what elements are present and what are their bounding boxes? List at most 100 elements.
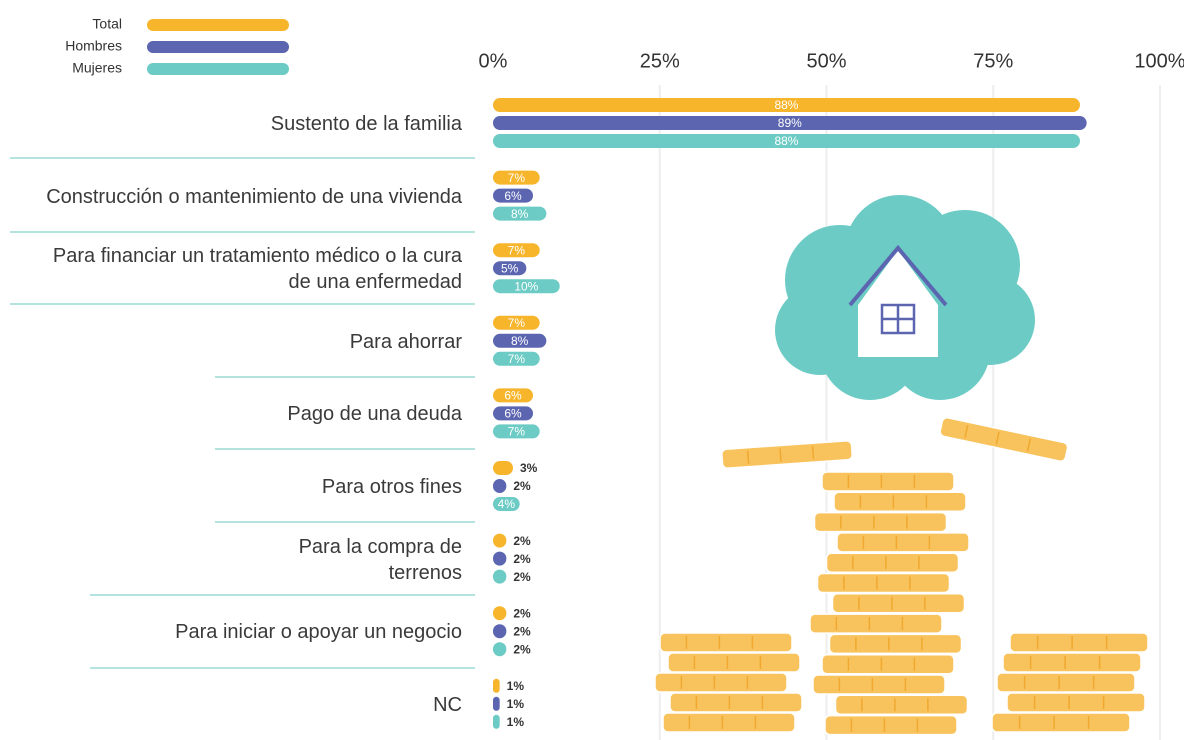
- category-label: Para la compra de terrenos: [298, 535, 462, 584]
- bar: [493, 569, 507, 584]
- coin-body: [813, 511, 948, 533]
- bar: [493, 116, 1087, 130]
- coin-body: [721, 440, 853, 469]
- value-label: 7%: [508, 243, 526, 257]
- coin: [825, 552, 960, 573]
- coin: [1002, 652, 1142, 673]
- value-label: 1%: [507, 715, 525, 729]
- category-label: Para financiar un tratamiento médico o l…: [52, 245, 462, 294]
- coin: [1009, 632, 1149, 653]
- value-label: 3%: [520, 461, 538, 475]
- coin-line: [746, 450, 750, 464]
- coin: [816, 572, 951, 594]
- value-label: 2%: [513, 479, 531, 493]
- coin: [833, 491, 967, 513]
- bar: [493, 351, 540, 366]
- value-label: 2%: [513, 642, 531, 656]
- bar: [493, 606, 507, 621]
- bar: [493, 406, 534, 421]
- category-label: NC: [433, 693, 462, 716]
- coin-body: [828, 633, 963, 655]
- coin-line: [964, 424, 969, 439]
- value-label: 2%: [513, 606, 531, 620]
- coin: [831, 593, 966, 614]
- value-label: 7%: [508, 425, 526, 439]
- coin: [836, 532, 970, 553]
- coin-body: [821, 471, 955, 492]
- coin: [667, 652, 801, 673]
- x-tick-label: 50%: [806, 50, 846, 72]
- coin: [834, 694, 969, 716]
- bar: [493, 315, 540, 330]
- bar: [493, 388, 534, 403]
- coin-body: [667, 652, 801, 673]
- illustration: [654, 195, 1149, 736]
- value-label: 8%: [511, 334, 529, 348]
- coin-body: [1006, 692, 1146, 713]
- bar: [493, 479, 507, 493]
- coin-body: [831, 593, 966, 614]
- value-label: 7%: [508, 352, 526, 366]
- legend-label: Mujeres: [72, 60, 122, 76]
- bar: [493, 261, 527, 276]
- coin: [939, 417, 1069, 462]
- x-tick-label: 75%: [973, 50, 1013, 72]
- coin: [813, 511, 948, 533]
- coin: [996, 672, 1136, 693]
- category-label: Pago de una deuda: [287, 403, 462, 426]
- bar: [493, 206, 547, 221]
- value-label: 7%: [508, 171, 526, 185]
- coin-body: [991, 712, 1131, 733]
- category-label: Construcción o mantenimiento de una vivi…: [46, 185, 462, 208]
- value-label: 6%: [504, 389, 522, 403]
- x-tick-label: 100%: [1134, 50, 1184, 72]
- coin-line: [995, 431, 1000, 445]
- bar: [493, 188, 534, 203]
- value-label: 6%: [504, 407, 522, 421]
- legend-label: Total: [92, 16, 122, 32]
- coin-body: [824, 714, 958, 736]
- coin-body: [662, 712, 796, 733]
- coin: [809, 613, 943, 634]
- coin: [828, 633, 963, 655]
- coin-body: [939, 417, 1069, 462]
- value-label: 2%: [513, 570, 531, 584]
- roof: [848, 244, 948, 307]
- coin: [812, 674, 946, 695]
- legend-label: Hombres: [65, 38, 122, 54]
- value-label: 2%: [513, 552, 531, 566]
- value-label: 89%: [778, 116, 802, 130]
- coin-body: [809, 613, 943, 634]
- coin-body: [821, 653, 955, 675]
- coin: [821, 471, 955, 492]
- coin-body: [834, 694, 969, 716]
- value-label: 6%: [504, 189, 522, 203]
- coin: [654, 672, 788, 693]
- coin-body: [1002, 652, 1142, 673]
- category-label: Para iniciar o apoyar un negocio: [175, 621, 462, 644]
- bar: [493, 714, 500, 729]
- coin-body: [996, 672, 1136, 693]
- bar: [493, 243, 540, 258]
- bar: [493, 461, 514, 475]
- coin-body: [833, 491, 967, 513]
- value-label: 5%: [501, 261, 519, 275]
- coin: [1006, 692, 1146, 713]
- value-label: 88%: [774, 134, 798, 148]
- coin-body: [825, 552, 960, 573]
- coin-body: [654, 672, 788, 693]
- coin: [659, 632, 793, 653]
- value-label: 10%: [514, 279, 538, 293]
- legend-swatch: [147, 63, 289, 75]
- coin-line: [811, 446, 815, 460]
- category-label: Para otros fines: [321, 476, 462, 498]
- legend-swatch: [147, 19, 289, 31]
- coin-body: [659, 632, 793, 653]
- coin: [669, 692, 803, 713]
- category-label: Sustento de la familia: [270, 113, 462, 135]
- value-label: 88%: [774, 98, 798, 112]
- value-label: 2%: [513, 624, 531, 638]
- bar: [493, 170, 540, 185]
- bar: [493, 678, 500, 693]
